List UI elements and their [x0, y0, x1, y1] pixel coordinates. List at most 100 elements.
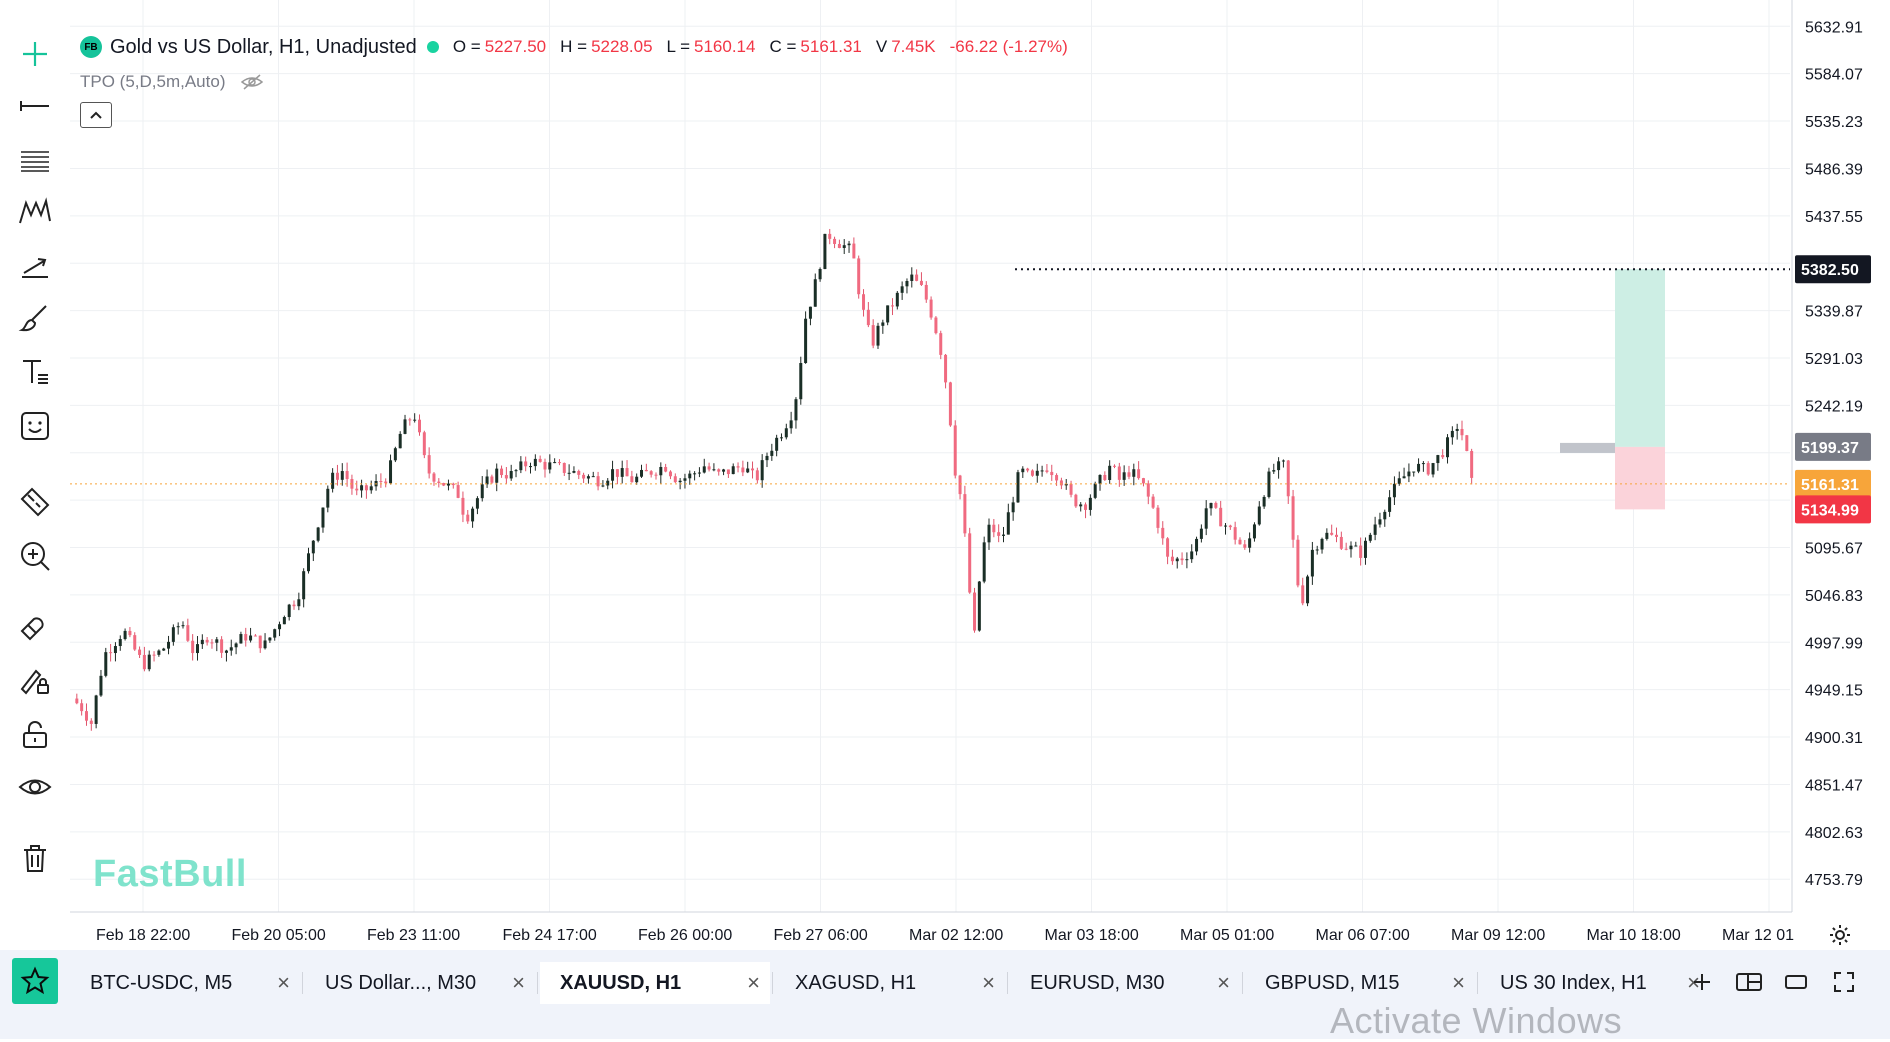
- candle-body: [799, 363, 803, 400]
- candle-body: [1378, 519, 1382, 525]
- candle-body: [1417, 463, 1421, 472]
- close-tab-icon[interactable]: ×: [1687, 970, 1700, 995]
- candle-body: [717, 469, 721, 472]
- candle-body: [1170, 556, 1174, 562]
- candle-body: [118, 639, 122, 647]
- candle-body: [625, 468, 629, 477]
- magnet-icon[interactable]: [13, 604, 57, 648]
- candle-body: [963, 494, 967, 534]
- candle-body: [437, 481, 441, 484]
- close-tab-icon[interactable]: ×: [277, 970, 290, 995]
- lock-drawing-icon[interactable]: [13, 658, 57, 702]
- close-tab-icon[interactable]: ×: [747, 970, 760, 995]
- candle-body: [929, 299, 933, 318]
- candle-body: [1141, 478, 1145, 484]
- symbol-tab[interactable]: EURUSD, M30 ×: [1010, 962, 1240, 1004]
- horizontal-line-icon[interactable]: [13, 84, 57, 128]
- add-tab-plus-icon[interactable]: [1684, 964, 1720, 1000]
- symbol-tab[interactable]: BTC-USDC, M5 ×: [70, 962, 300, 1004]
- layout-icon[interactable]: [1731, 964, 1767, 1000]
- text-icon[interactable]: [13, 350, 57, 394]
- x-tick-label: Mar 10 18:00: [1587, 927, 1681, 944]
- candle-body: [316, 527, 320, 541]
- brush-icon[interactable]: [13, 297, 57, 341]
- trash-icon[interactable]: [13, 836, 57, 880]
- tab-separator: [1242, 972, 1243, 994]
- fib-levels-icon[interactable]: [13, 138, 57, 182]
- candle-body: [1204, 508, 1208, 529]
- candle-body: [432, 473, 436, 482]
- favorites-button[interactable]: [12, 958, 58, 1004]
- tab-separator: [302, 972, 303, 994]
- candle-body: [678, 480, 682, 483]
- chart-area[interactable]: 5632.915584.075535.235486.395437.555388.…: [70, 0, 1890, 950]
- candle-body: [152, 654, 156, 656]
- candle-body: [157, 650, 161, 655]
- candle-body: [1277, 461, 1281, 471]
- candle-body: [770, 450, 774, 456]
- close-tab-icon[interactable]: ×: [512, 970, 525, 995]
- pattern-icon[interactable]: [13, 190, 57, 234]
- single-layout-icon[interactable]: [1778, 964, 1814, 1000]
- x-tick-label: Feb 18 22:00: [96, 927, 190, 944]
- symbol-tab[interactable]: US 30 Index, H1 ×: [1480, 962, 1710, 1004]
- symbol-title[interactable]: Gold vs US Dollar, H1, Unadjusted: [110, 35, 417, 58]
- price-chart[interactable]: 5632.915584.075535.235486.395437.555388.…: [70, 0, 1890, 950]
- indicator-legend[interactable]: TPO (5,D,5m,Auto): [80, 72, 264, 92]
- symbol-tab[interactable]: XAGUSD, H1 ×: [775, 962, 1005, 1004]
- symbol-tab[interactable]: GBPUSD, M15 ×: [1245, 962, 1475, 1004]
- candle-body: [1233, 527, 1237, 540]
- y-tick-label: 4900.31: [1805, 730, 1863, 747]
- crosshair-icon[interactable]: [13, 32, 57, 76]
- current-price-label: 5161.31: [1801, 477, 1859, 494]
- candle-body: [910, 274, 914, 281]
- candle-body: [249, 635, 253, 641]
- y-tick-label: 5632.91: [1805, 19, 1863, 36]
- eye-hidden-icon[interactable]: [241, 74, 264, 90]
- candle-body: [138, 649, 142, 655]
- close-tab-icon[interactable]: ×: [1452, 970, 1465, 995]
- candle-body: [779, 437, 783, 439]
- symbol-tab[interactable]: XAUUSD, H1 ×: [540, 962, 770, 1004]
- candle-body: [1252, 524, 1256, 539]
- fullscreen-icon[interactable]: [1826, 964, 1862, 1000]
- close-tab-icon[interactable]: ×: [1217, 970, 1230, 995]
- candle-body: [1248, 538, 1252, 548]
- market-open-dot: [426, 41, 439, 53]
- candle-body: [1166, 538, 1170, 557]
- unlock-icon[interactable]: [13, 712, 57, 756]
- candle-body: [321, 507, 325, 528]
- chart-settings-gear-icon[interactable]: [1825, 920, 1855, 950]
- indicator-label[interactable]: TPO (5,D,5m,Auto): [80, 72, 226, 91]
- candle-body: [109, 652, 113, 654]
- candle-body: [1315, 549, 1319, 551]
- collapse-legend-button[interactable]: [80, 102, 112, 128]
- trend-arrow-icon[interactable]: [13, 244, 57, 288]
- eye-icon[interactable]: [13, 765, 57, 809]
- candle-body: [171, 627, 175, 642]
- candle-body: [673, 476, 677, 483]
- candle-body: [191, 640, 195, 654]
- candle-body: [837, 243, 841, 248]
- tab-separator: [1007, 972, 1008, 994]
- zoom-in-icon[interactable]: [13, 534, 57, 578]
- candle-body: [895, 292, 899, 307]
- symbol-tab[interactable]: US Dollar..., M30 ×: [305, 962, 535, 1004]
- emoji-icon[interactable]: [13, 404, 57, 448]
- candle-body: [446, 483, 450, 486]
- close-tab-icon[interactable]: ×: [982, 970, 995, 995]
- ruler-icon[interactable]: [13, 480, 57, 524]
- candle-body: [668, 471, 672, 477]
- stop-zone: [1615, 446, 1665, 510]
- candle-body: [789, 420, 793, 429]
- candle-body: [707, 466, 711, 470]
- candle-body: [1407, 471, 1411, 477]
- candle-body: [89, 720, 93, 724]
- candle-body: [490, 476, 494, 483]
- candle-body: [442, 483, 446, 486]
- close-value: 5161.31: [800, 37, 862, 56]
- candle-body: [195, 644, 199, 654]
- candle-body: [900, 286, 904, 293]
- candle-body: [84, 711, 88, 721]
- candle-body: [567, 472, 571, 474]
